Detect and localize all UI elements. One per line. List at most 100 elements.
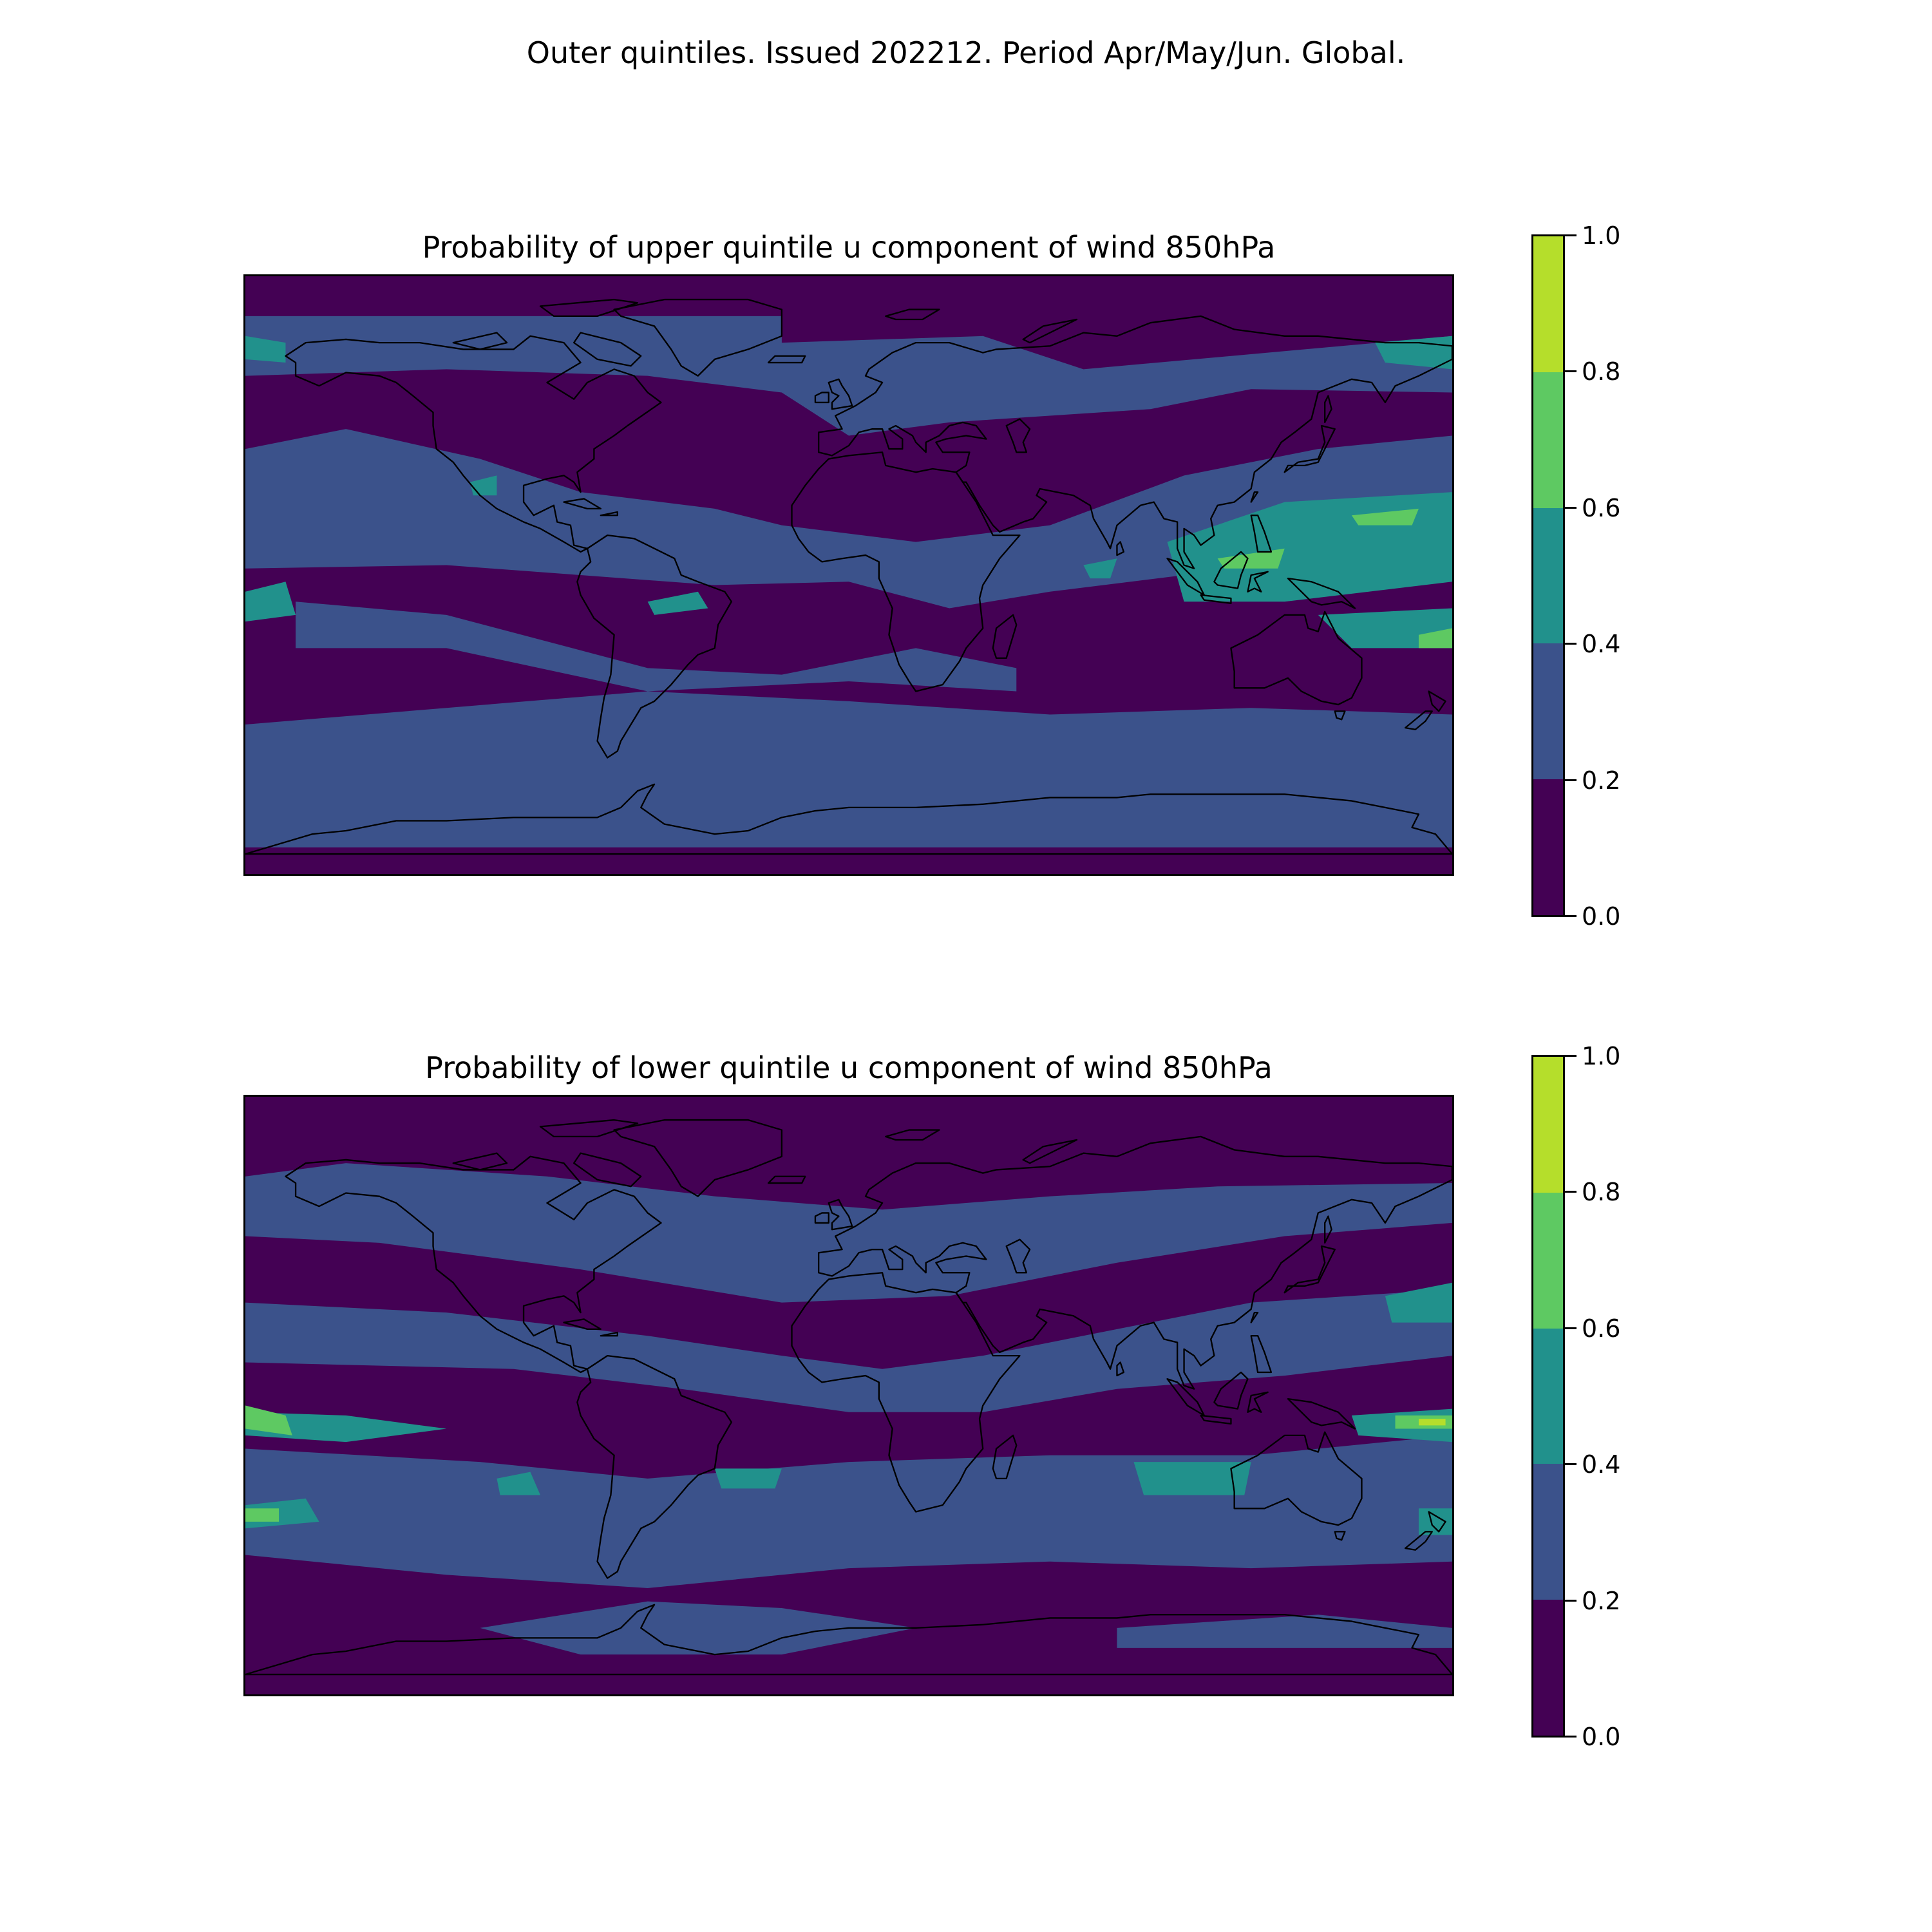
colorbar-segment — [1533, 778, 1563, 915]
coastline — [1334, 1531, 1346, 1541]
coastline — [1247, 571, 1269, 592]
coastline — [1404, 1531, 1433, 1551]
coastline — [1200, 594, 1232, 604]
colorbar-tick-label: 0.8 — [1582, 357, 1621, 386]
coastline — [285, 335, 662, 553]
coastline — [767, 355, 806, 364]
probability-region — [1418, 1419, 1446, 1426]
coastline — [1166, 1378, 1205, 1417]
probability-region — [245, 1289, 1452, 1412]
coastline — [573, 1152, 642, 1188]
colorbar-tick-label: 0.6 — [1582, 493, 1621, 522]
probability-region — [245, 1508, 279, 1522]
coastline — [452, 332, 508, 350]
coastline — [1166, 558, 1205, 596]
coastline — [1428, 1511, 1446, 1533]
coastline — [1283, 424, 1336, 473]
coastline — [245, 783, 1452, 855]
coastline — [563, 498, 601, 510]
coastline — [1005, 418, 1031, 453]
coastline — [1287, 1397, 1356, 1430]
probability-region — [497, 1472, 541, 1495]
probability-region — [714, 1468, 782, 1489]
probability-region — [245, 429, 1452, 609]
coastline — [1230, 611, 1363, 706]
coastline — [1213, 551, 1249, 589]
probability-region — [1351, 508, 1419, 526]
coastline — [1250, 491, 1259, 503]
coastline — [1230, 1431, 1363, 1526]
coastline — [1428, 690, 1446, 712]
colorbar-tick-label: 0.2 — [1582, 1586, 1621, 1615]
colorbar-tick-label: 0.8 — [1582, 1178, 1621, 1207]
probability-region — [1418, 628, 1452, 649]
lower-probability-map — [243, 1095, 1454, 1696]
colorbar-tick-label: 1.0 — [1582, 1042, 1621, 1070]
coastline — [1005, 1238, 1031, 1274]
coastline — [600, 511, 618, 516]
coastline — [576, 534, 732, 759]
lower-map-canvas — [245, 1097, 1452, 1694]
probability-region — [1117, 1615, 1452, 1648]
colorbar-tick — [1565, 1599, 1577, 1602]
coastline — [814, 1212, 829, 1224]
probability-region — [296, 601, 1017, 692]
coastline — [1022, 1139, 1078, 1164]
upper-colorbar — [1531, 234, 1565, 917]
colorbar-tick — [1565, 234, 1577, 236]
colorbar-tick-label: 0.4 — [1582, 630, 1621, 659]
probability-region — [1217, 548, 1285, 569]
coastline — [452, 1152, 508, 1171]
coastline — [791, 451, 1021, 692]
upper-map-coastlines — [245, 298, 1452, 855]
coastline — [1250, 1335, 1273, 1374]
colorbar-segment — [1533, 236, 1563, 372]
colorbar-tick-label: 0.2 — [1582, 766, 1621, 795]
coastline — [1116, 541, 1125, 556]
upper-probability-map — [243, 274, 1454, 876]
probability-region — [245, 691, 1452, 848]
probability-region — [1083, 558, 1117, 579]
probability-region — [1385, 1282, 1452, 1323]
probability-region — [647, 591, 708, 615]
colorbar-tick — [1565, 915, 1577, 917]
upper-map-contour-fills — [245, 316, 1452, 848]
coastline — [539, 1119, 639, 1138]
probability-region — [1318, 608, 1452, 649]
lower-map-contour-fills — [245, 1163, 1452, 1655]
coastline — [1250, 1311, 1259, 1323]
coastline — [1116, 1361, 1125, 1377]
coastline — [1022, 318, 1078, 344]
colorbar-segment — [1533, 506, 1563, 644]
coastline — [563, 1318, 601, 1331]
coastline — [814, 392, 829, 404]
coastline — [992, 1434, 1018, 1480]
coastline — [1213, 1371, 1249, 1410]
probability-region — [245, 582, 296, 622]
lower-panel-title: Probability of lower quintile u componen… — [425, 1050, 1273, 1085]
probability-region — [245, 1405, 292, 1435]
colorbar-tick — [1565, 1191, 1577, 1193]
coastline — [817, 315, 1452, 569]
probability-region — [1133, 1462, 1251, 1495]
colorbar-tick-label: 0.6 — [1582, 1314, 1621, 1343]
upper-panel-title: Probability of upper quintile u componen… — [422, 230, 1276, 265]
colorbar-tick — [1565, 1055, 1577, 1057]
coastline — [1250, 515, 1273, 553]
colorbar-tick-label: 0.0 — [1582, 902, 1621, 931]
probability-region — [245, 1412, 447, 1443]
upper-map-canvas — [245, 276, 1452, 874]
coastline — [1287, 577, 1356, 609]
lower-map-coastlines — [245, 1119, 1452, 1676]
coastline — [828, 1198, 853, 1231]
coastline — [1200, 1414, 1232, 1425]
coastline — [285, 1155, 662, 1374]
colorbar-segment — [1533, 370, 1563, 508]
coastline — [1334, 710, 1346, 721]
probability-region — [245, 336, 286, 363]
coastline — [573, 332, 642, 367]
colorbar-tick-label: 0.4 — [1582, 1450, 1621, 1479]
colorbar-tick-label: 0.0 — [1582, 1723, 1621, 1751]
colorbar-tick — [1565, 370, 1577, 373]
colorbar-segment — [1533, 1191, 1563, 1329]
